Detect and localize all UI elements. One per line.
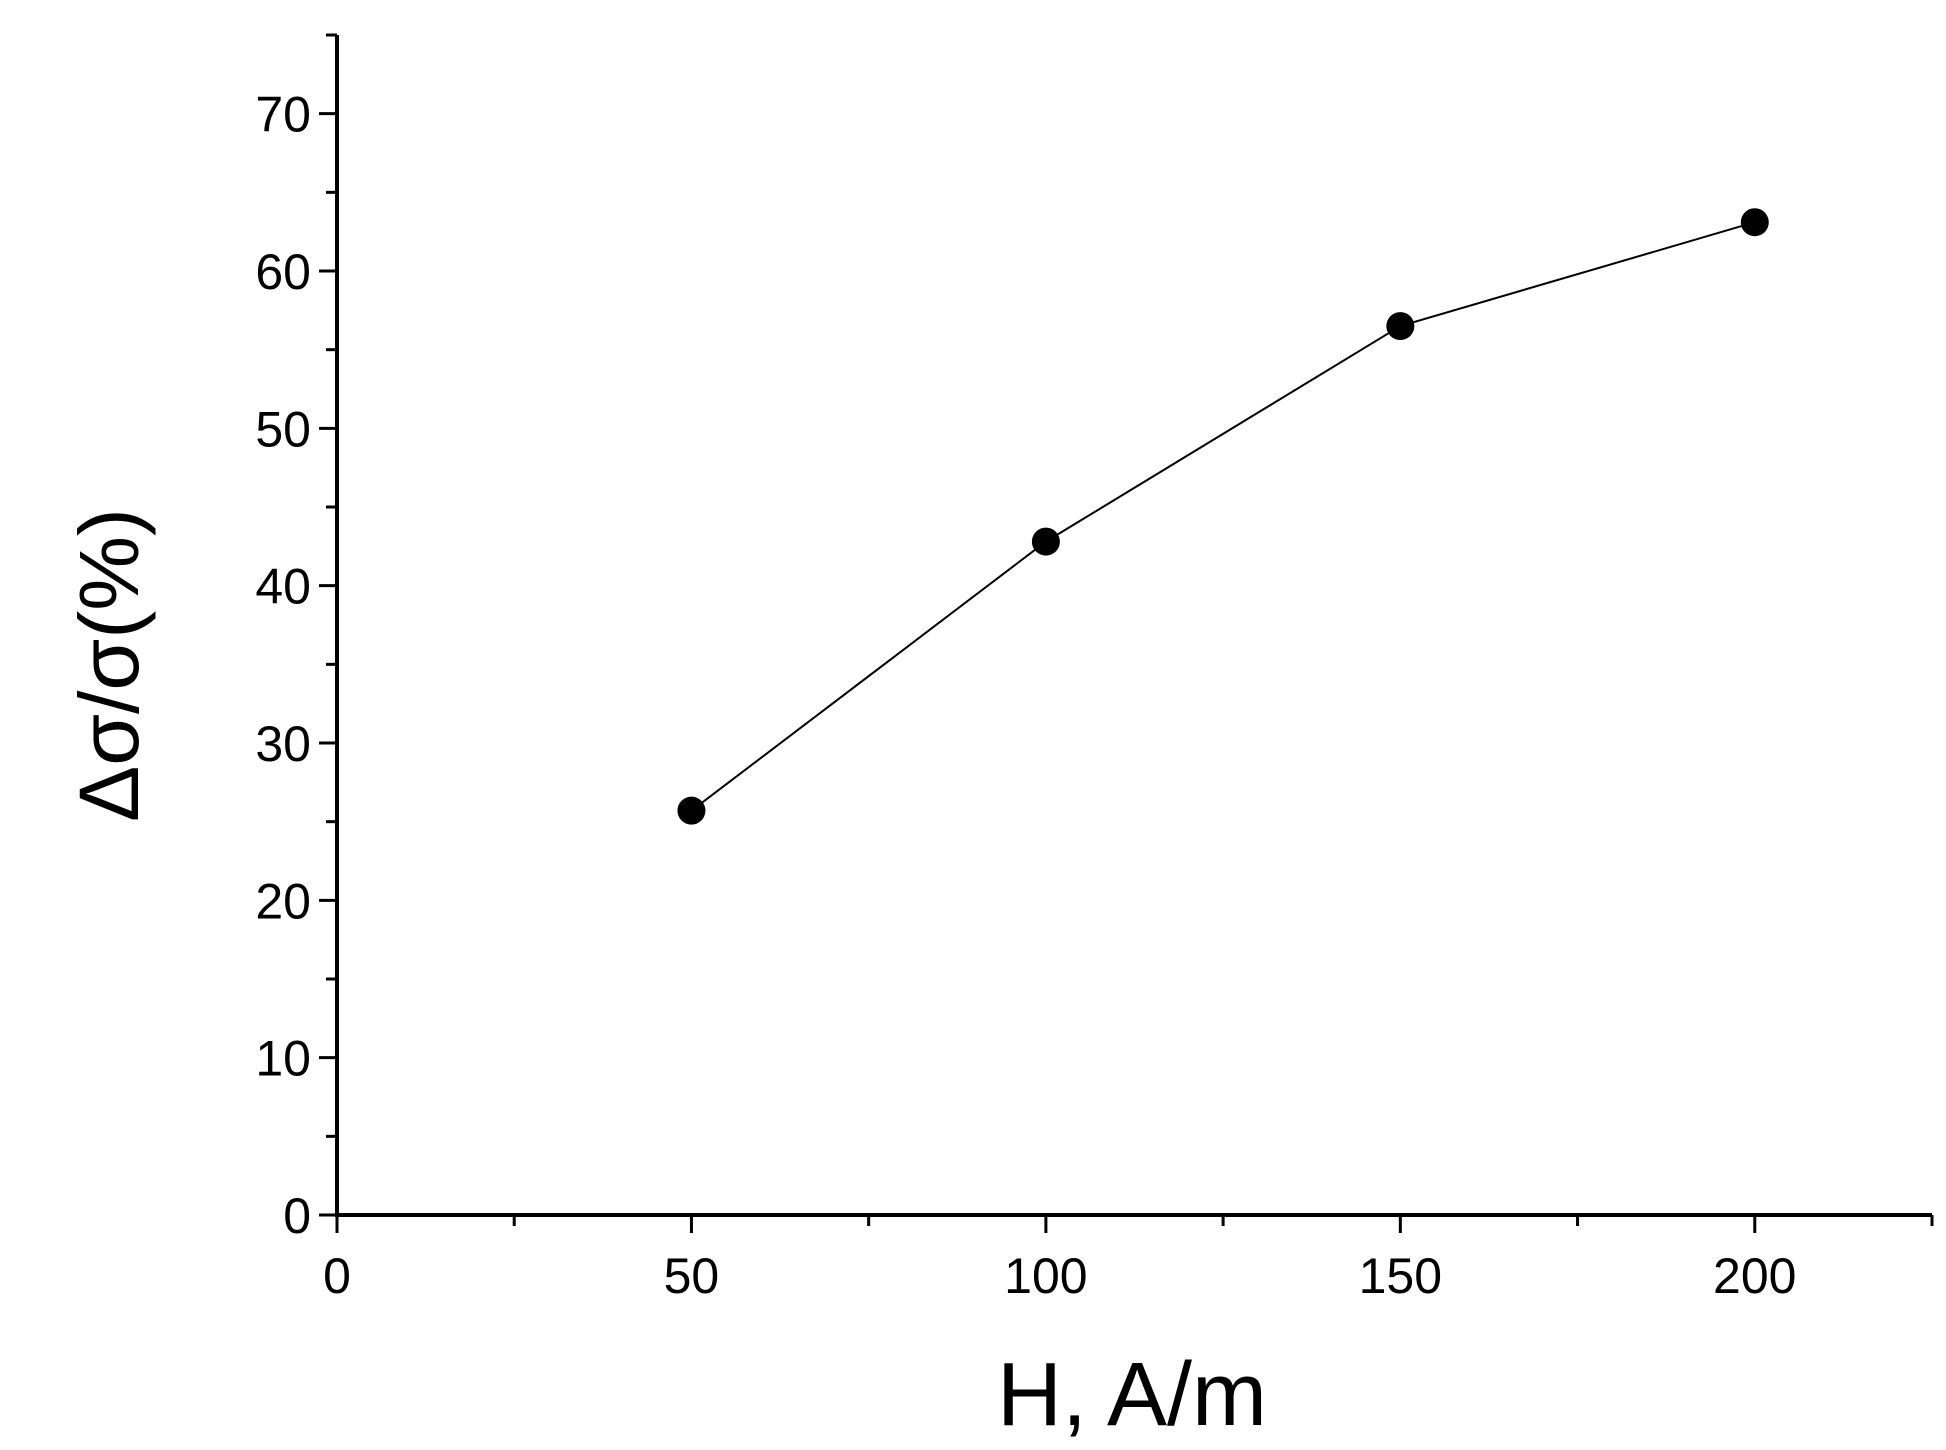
y-tick-label: 40 xyxy=(255,559,311,615)
data-point xyxy=(677,796,706,825)
data-point xyxy=(1740,208,1769,237)
x-tick-label: 200 xyxy=(1713,1248,1796,1304)
y-tick-label: 30 xyxy=(255,716,311,772)
series-line xyxy=(690,221,1756,812)
y-tick-label: 50 xyxy=(255,401,311,457)
y-axis-title: Δσ/σ(%) xyxy=(62,508,156,822)
axes xyxy=(335,35,1932,1217)
x-tick-label: 0 xyxy=(323,1248,351,1304)
y-tick-label: 20 xyxy=(255,873,311,929)
y-tick-label: 10 xyxy=(255,1031,311,1087)
x-tick-label: 50 xyxy=(664,1248,720,1304)
series xyxy=(677,208,1769,825)
x-tick-label: 100 xyxy=(1004,1248,1087,1304)
ticks: 0 10 20 30 40 50 60 70 0 50 100 150 200 xyxy=(255,33,1934,1304)
x-tick-label: 150 xyxy=(1359,1248,1442,1304)
x-axis-title: H, A/m xyxy=(997,1345,1267,1445)
data-point xyxy=(1386,312,1415,341)
y-tick-label: 0 xyxy=(283,1188,311,1244)
y-tick-label: 70 xyxy=(255,87,311,143)
data-point xyxy=(1031,527,1060,556)
y-tick-label: 60 xyxy=(255,244,311,300)
